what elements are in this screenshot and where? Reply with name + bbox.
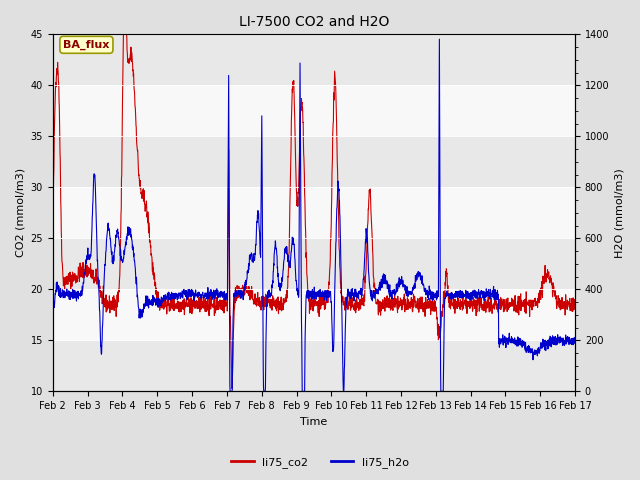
Bar xyxy=(52,187,575,239)
Bar xyxy=(52,340,575,391)
X-axis label: Time: Time xyxy=(300,417,328,427)
Bar xyxy=(52,85,575,136)
Bar xyxy=(52,136,575,187)
Bar xyxy=(52,35,575,85)
Title: LI-7500 CO2 and H2O: LI-7500 CO2 and H2O xyxy=(239,15,389,29)
Y-axis label: CO2 (mmol/m3): CO2 (mmol/m3) xyxy=(15,168,25,257)
Y-axis label: H2O (mmol/m3): H2O (mmol/m3) xyxy=(615,168,625,258)
Bar xyxy=(52,239,575,289)
Text: BA_flux: BA_flux xyxy=(63,40,109,50)
Legend: li75_co2, li75_h2o: li75_co2, li75_h2o xyxy=(227,452,413,472)
Bar xyxy=(52,289,575,340)
